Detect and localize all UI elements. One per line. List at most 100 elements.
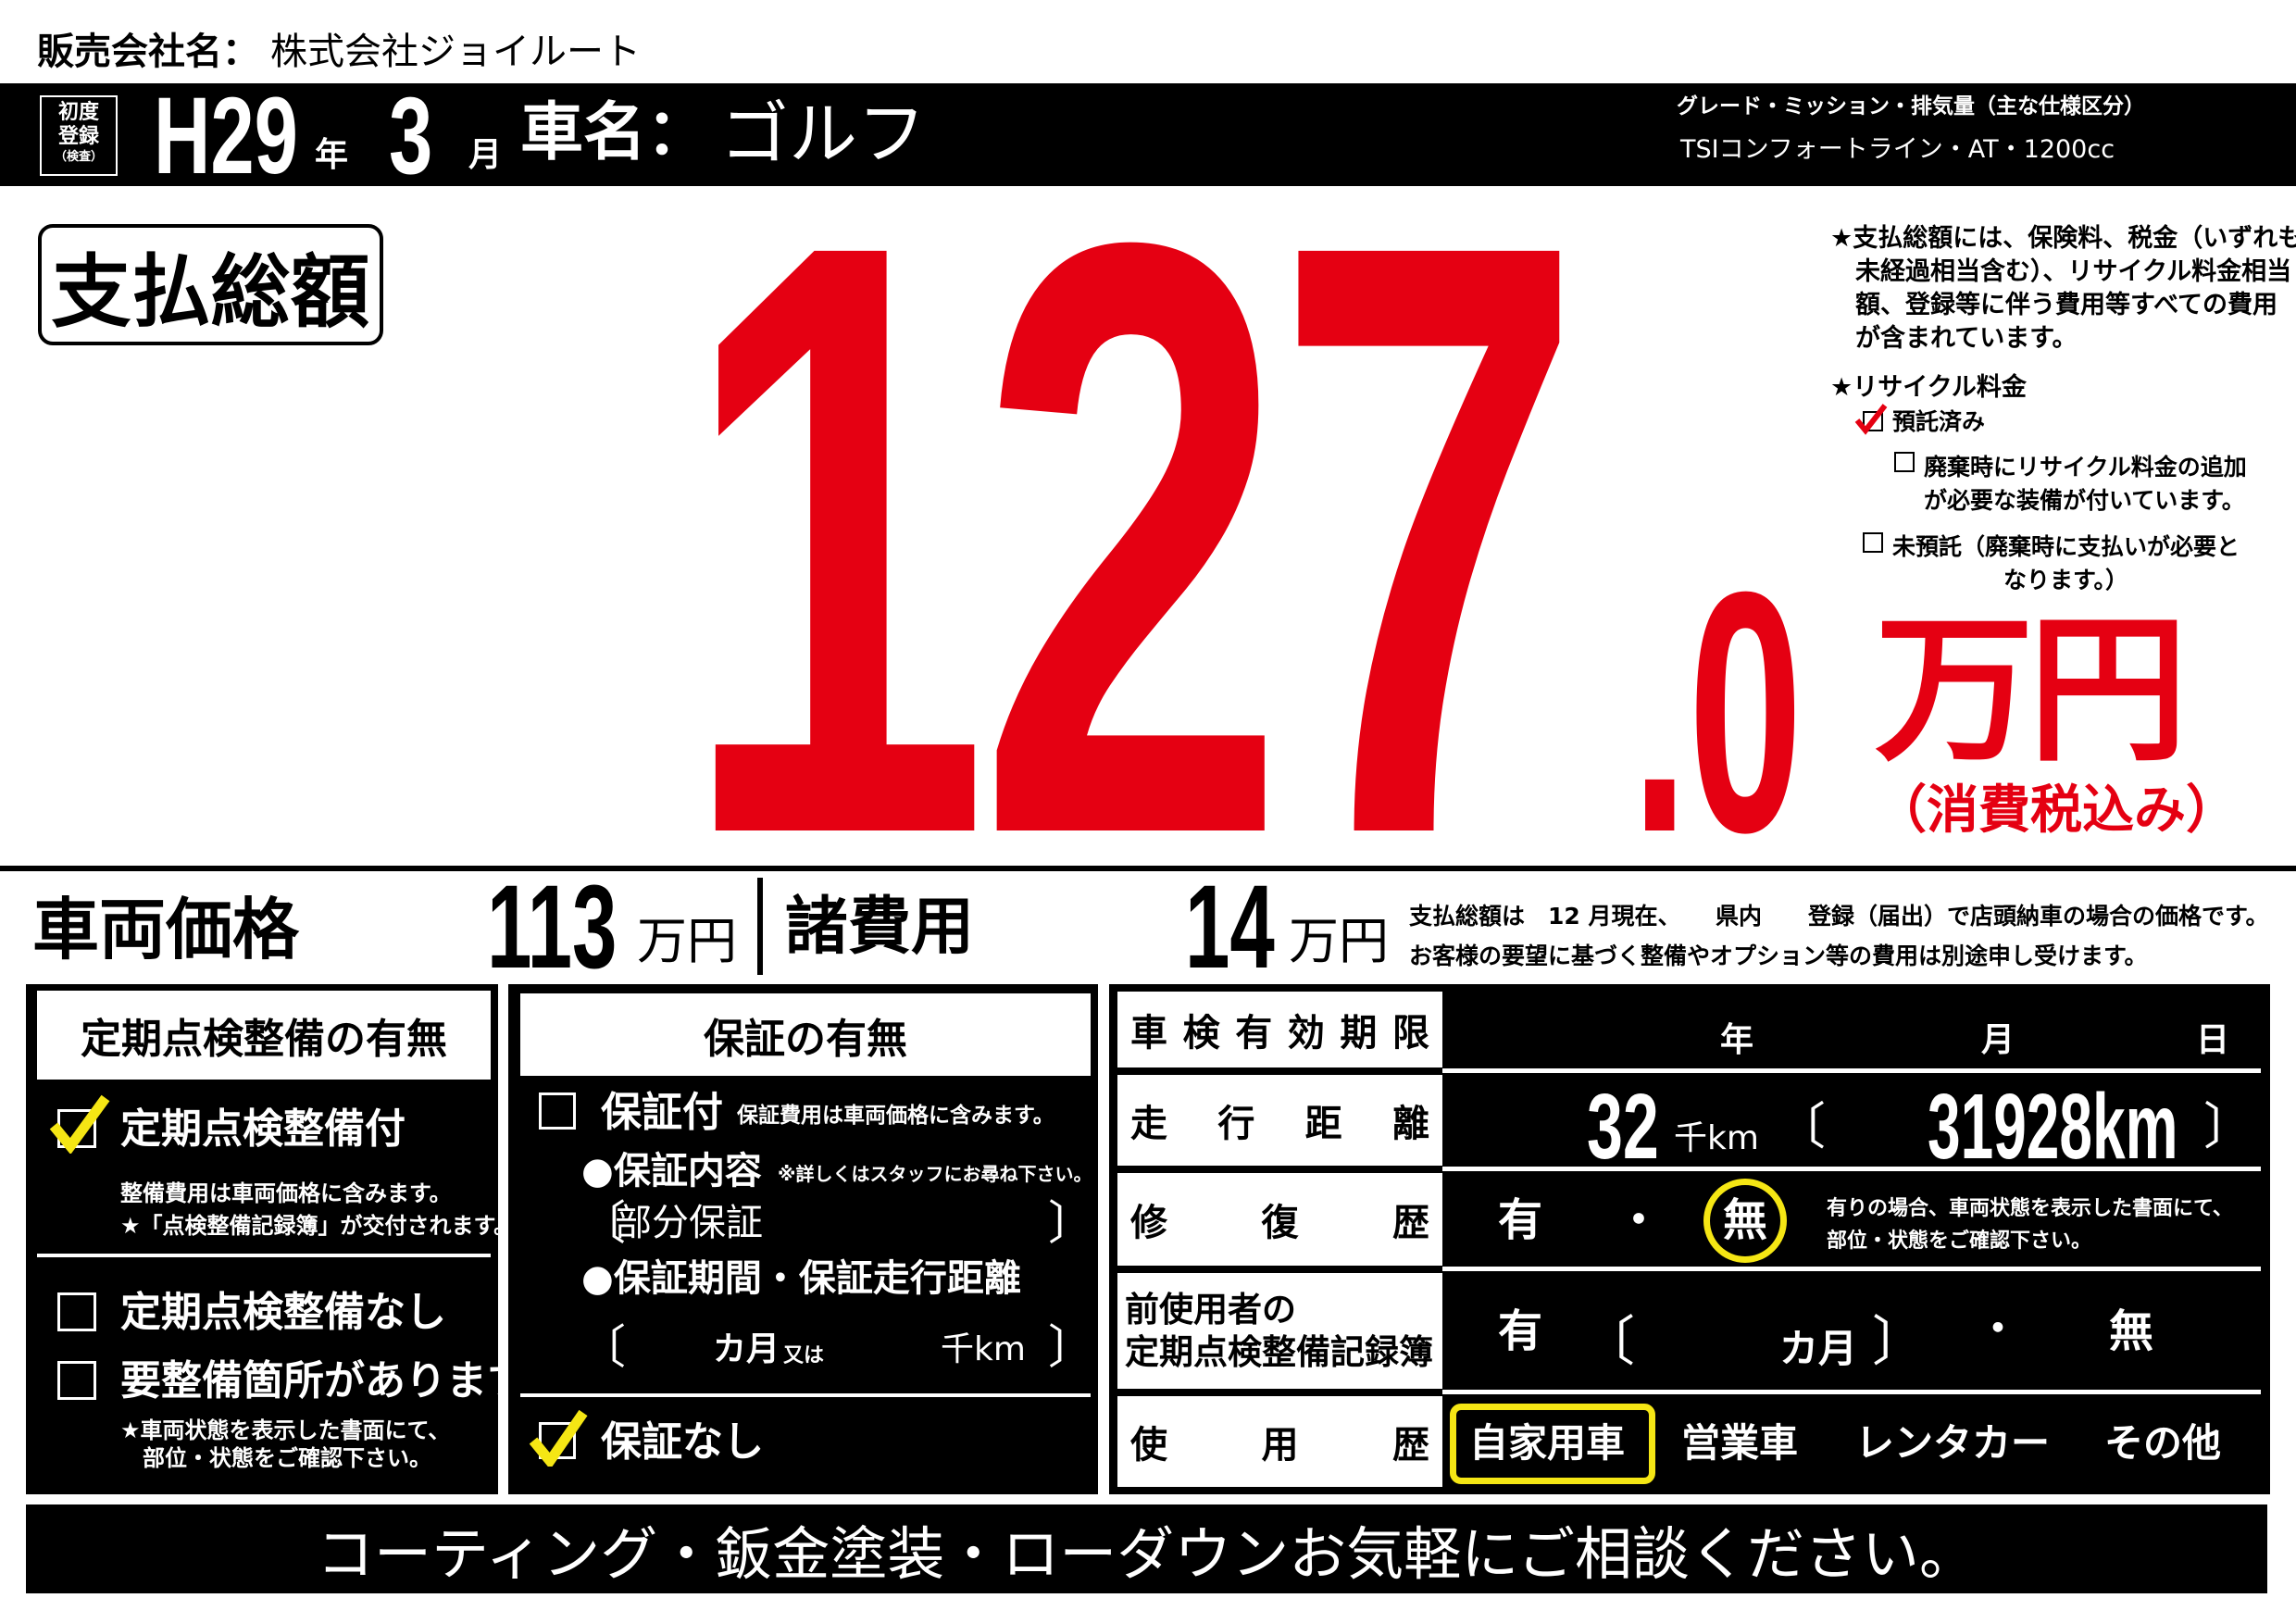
recycle-extra-checkbox[interactable]	[1894, 452, 1915, 472]
selected-circle-icon	[1703, 1179, 1787, 1263]
label-text: 車検有効期限	[1130, 1012, 1429, 1055]
label-text: 走行距離	[1130, 1103, 1429, 1145]
usage-option-commercial[interactable]: 営業車	[1681, 1420, 1799, 1466]
repair-note: 有りの場合、車両状態を表示した書面にて、 部位・状態をご確認下さい。	[1827, 1192, 2233, 1257]
label-line: が必要な装備が付いています。	[1924, 487, 2245, 514]
total-unit: 万円	[1875, 597, 2188, 783]
label-line: なります。）	[2003, 567, 2129, 593]
note-line: 有りの場合、車両状態を表示した書面にて、	[1827, 1197, 2233, 1220]
inspection-with-label: 定期点検整備付	[120, 1105, 406, 1153]
fees-label: 諸費用	[785, 891, 975, 964]
warranty-divider	[520, 1393, 1091, 1397]
warranty-content-note: ※詳しくはスタッフにお尋ね下さい。	[778, 1163, 1092, 1185]
car-name-label: 車名：	[520, 96, 710, 169]
note-line: ★支払総額には、保険料、税金（いずれも	[1830, 224, 2296, 253]
car-name: ゴルフ	[720, 94, 926, 174]
shaken-day-unit: 日	[2196, 1021, 2230, 1059]
note-line: ★車両状態を表示した書面にて、	[120, 1417, 451, 1443]
total-integer: 127	[680, 68, 1584, 1009]
badge-line: 初度	[57, 101, 99, 124]
first-reg-month: 3	[389, 75, 433, 197]
fees-value: 14	[1185, 861, 1275, 993]
inspection-title: 定期点検整備の有無	[37, 991, 491, 1080]
recycle-deposited-label: 預託済み	[1892, 408, 1986, 435]
note-line: 整備費用は車両価格に含みます。	[120, 1180, 452, 1206]
warranty-with-label: 保証付	[601, 1089, 723, 1136]
label-line: 定期点検整備記録簿	[1125, 1331, 1433, 1372]
bracket-open: 〔	[580, 1320, 626, 1374]
note-line: 未経過相当含む）、リサイクル料金相当	[1855, 257, 2292, 286]
bracket-close: 〕	[1048, 1320, 1094, 1374]
recycle-extra-label: 廃棄時にリサイクル料金の追加 が必要な装備が付いています。	[1924, 451, 2247, 518]
fees-unit: 万円	[1289, 912, 1389, 970]
row-divider	[1442, 1390, 2261, 1394]
total-note: ★支払総額には、保険料、税金（いずれも 未経過相当含む）、リサイクル料金相当 額…	[1830, 222, 2296, 356]
inspection-divider	[37, 1254, 491, 1257]
records-no[interactable]: 無	[2109, 1305, 2154, 1357]
repair-no[interactable]: 無	[1723, 1194, 1768, 1246]
first-reg-year: H29	[154, 75, 298, 197]
warranty-content-value: 部分保証	[615, 1202, 763, 1244]
spec-value: TSIコンフォートライン・AT・1200cc	[1680, 135, 2115, 164]
usage-option-other[interactable]: その他	[2104, 1420, 2222, 1466]
usage-option-rental[interactable]: レンタカー	[1855, 1420, 2051, 1466]
warranty-content-label: ●保証内容	[581, 1150, 762, 1192]
bracket-close: 〕	[1872, 1310, 1927, 1373]
bracket-close: 〕	[1048, 1196, 1094, 1250]
bracket-open: 〔	[580, 1196, 626, 1250]
company-label: 販売会社名：	[37, 31, 259, 73]
label-line: 廃棄時にリサイクル料金の追加	[1924, 454, 2247, 481]
inspection-without-checkbox[interactable]	[57, 1292, 96, 1331]
mileage-thousand-km-unit: 千km	[1674, 1119, 1759, 1157]
mileage-thousand-km: 32	[1587, 1075, 1659, 1179]
label-line: 前使用者の	[1125, 1289, 1296, 1330]
total-label: 支払総額	[38, 224, 383, 345]
label-text: 使用歴	[1130, 1424, 1429, 1467]
bracket-close: 〕	[2203, 1097, 2253, 1155]
shaken-month-unit: 月	[1981, 1021, 2015, 1059]
label-line: 未預託（廃棄時に支払いが必要と	[1892, 533, 2240, 560]
period-km-unit: 千km	[941, 1330, 1026, 1368]
tax-note: （消費税込み）	[1875, 780, 2238, 841]
needs-repair-label: 要整備箇所があります	[120, 1357, 528, 1405]
spec-label: グレード・ミッション・排気量（主な仕様区分）	[1677, 94, 2145, 119]
badge-line: （検査）	[54, 150, 103, 164]
needs-repair-checkbox[interactable]	[57, 1361, 96, 1400]
recycle-title: ★リサイクル料金	[1830, 373, 2027, 402]
disclaimer-line: 支払総額は 12 月現在、 県内 登録（届出）で店頭納車の場合の価格です。	[1409, 903, 2269, 930]
records-month-unit: カ月	[1779, 1326, 1858, 1371]
shaken-year-unit: 年	[1720, 1021, 1754, 1059]
vehicle-price-label: 車両価格	[32, 891, 300, 968]
usage-label: 使用歴	[1117, 1396, 1442, 1487]
company-name: 株式会社ジョイルート	[270, 31, 641, 73]
red-check-icon	[1854, 404, 1888, 435]
yellow-check-icon	[529, 1409, 588, 1467]
note-line: 額、登録等に伴う費用等すべての費用	[1855, 291, 2278, 319]
repair-yes[interactable]: 有	[1498, 1194, 1543, 1246]
inspection-with-notes: 整備費用は車両価格に含みます。 ★「点検整備記録簿」が交付されます。	[120, 1178, 516, 1242]
note-line: が含まれています。	[1855, 324, 2078, 353]
recycle-not-deposited-checkbox[interactable]	[1863, 532, 1883, 553]
records-yes[interactable]: 有	[1498, 1305, 1543, 1357]
price-disclaimer: 支払総額は 12 月現在、 県内 登録（届出）で店頭納車の場合の価格です。 お客…	[1409, 896, 2269, 976]
warranty-with-note: 保証費用は車両価格に含みます。	[737, 1104, 1054, 1128]
warranty-with-checkbox[interactable]	[539, 1092, 576, 1130]
row-divider	[1442, 1167, 2261, 1171]
period-month-unit: カ月	[713, 1330, 780, 1368]
usage-option-private[interactable]: 自家用車	[1469, 1420, 1626, 1466]
badge-line: 登録	[57, 125, 99, 148]
total-decimal: .0	[1631, 521, 1803, 904]
disclaimer-line: お客様の要望に基づく整備やオプション等の費用は別途申し受けます。	[1409, 943, 2148, 969]
label-text: 修復歴	[1130, 1202, 1429, 1244]
note-line: ★「点検整備記録簿」が交付されます。	[120, 1213, 517, 1239]
price-divider	[757, 878, 763, 975]
period-or: 又は	[783, 1344, 825, 1367]
inspection-without-label: 定期点検整備なし	[120, 1289, 446, 1336]
repair-label: 修復歴	[1117, 1173, 1442, 1266]
bracket-open: 〔	[1776, 1097, 1826, 1155]
mileage-exact: 31928km	[1928, 1075, 2178, 1179]
recycle-not-deposited-label: 未預託（廃棄時に支払いが必要と なります。）	[1892, 531, 2240, 597]
month-unit: 月	[468, 136, 503, 174]
yellow-check-icon	[49, 1094, 110, 1154]
header-bar	[0, 83, 2296, 186]
